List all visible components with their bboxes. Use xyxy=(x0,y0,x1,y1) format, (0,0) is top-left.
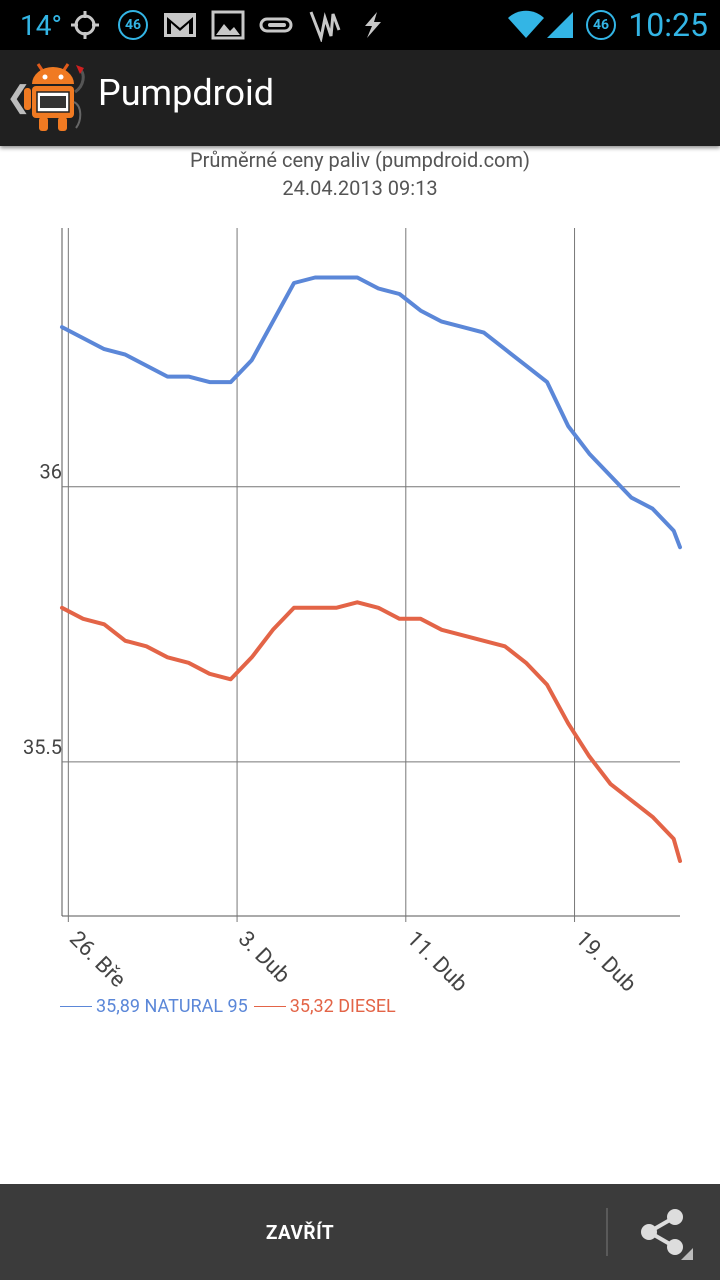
x-tick-label: 19. Dub xyxy=(570,927,641,998)
signal-icon xyxy=(544,0,576,50)
chart-subtitle: 24.04.2013 09:13 xyxy=(282,176,437,200)
series-line-natural-95 xyxy=(60,275,682,550)
legend-line-diesel xyxy=(253,1006,286,1007)
legend-label-natural95: 35,89 NATURAL 95 xyxy=(96,996,248,1017)
network-badge-2: 46 xyxy=(584,0,618,50)
temperature-text: 14° xyxy=(20,8,62,42)
legend-label-diesel: 35,32 DIESEL xyxy=(289,996,396,1017)
share-button[interactable] xyxy=(610,1184,720,1280)
bottom-action-bar: ZAVŘÍT xyxy=(0,1184,720,1280)
network-badge-text: 46 xyxy=(118,10,148,40)
x-tick-label: 11. Dub xyxy=(402,927,473,998)
wifi-icon xyxy=(506,0,546,50)
clock: 10:25 xyxy=(628,6,708,44)
y-tick-label: 35.5 xyxy=(23,735,62,759)
series-line-diesel xyxy=(60,600,682,863)
x-axis-ticks: 26. Bře 3. Dub 11. Dub 19. Dub xyxy=(64,927,641,998)
network-badge-text-2: 46 xyxy=(586,10,616,40)
y-axis-ticks: 35.5 36 xyxy=(23,460,62,759)
y-tick-label: 36 xyxy=(40,460,62,484)
chart-legend: 35,89 NATURAL 95 35,32 DIESEL xyxy=(60,996,402,1017)
bottom-bar-divider xyxy=(606,1208,608,1256)
share-icon xyxy=(641,1209,693,1260)
app-title: Pumpdroid xyxy=(98,72,275,114)
legend-line-natural95 xyxy=(60,1006,92,1007)
status-bar: 14° 46 46 10:25 xyxy=(0,0,720,50)
gmail-icon xyxy=(162,0,198,50)
network-badge: 46 xyxy=(116,0,150,50)
clip-icon xyxy=(258,0,294,50)
x-tick-label: 3. Dub xyxy=(233,927,295,989)
action-bar: ❮ Pumpdroid xyxy=(0,50,720,146)
chart-title: Průměrné ceny paliv (pumpdroid.com) xyxy=(190,148,530,172)
chart-series xyxy=(60,275,682,863)
chart-grid xyxy=(61,228,680,922)
bolt-icon xyxy=(354,0,390,50)
close-button[interactable]: ZAVŘÍT xyxy=(265,1220,335,1244)
gallery-icon xyxy=(210,0,246,50)
fuel-price-chart: Průměrné ceny paliv (pumpdroid.com) 24.0… xyxy=(23,148,682,998)
x-tick-label: 26. Bře xyxy=(64,927,130,993)
feather-icon xyxy=(306,0,342,50)
pumpdroid-logo-icon[interactable] xyxy=(24,62,88,134)
gps-icon xyxy=(68,0,102,50)
